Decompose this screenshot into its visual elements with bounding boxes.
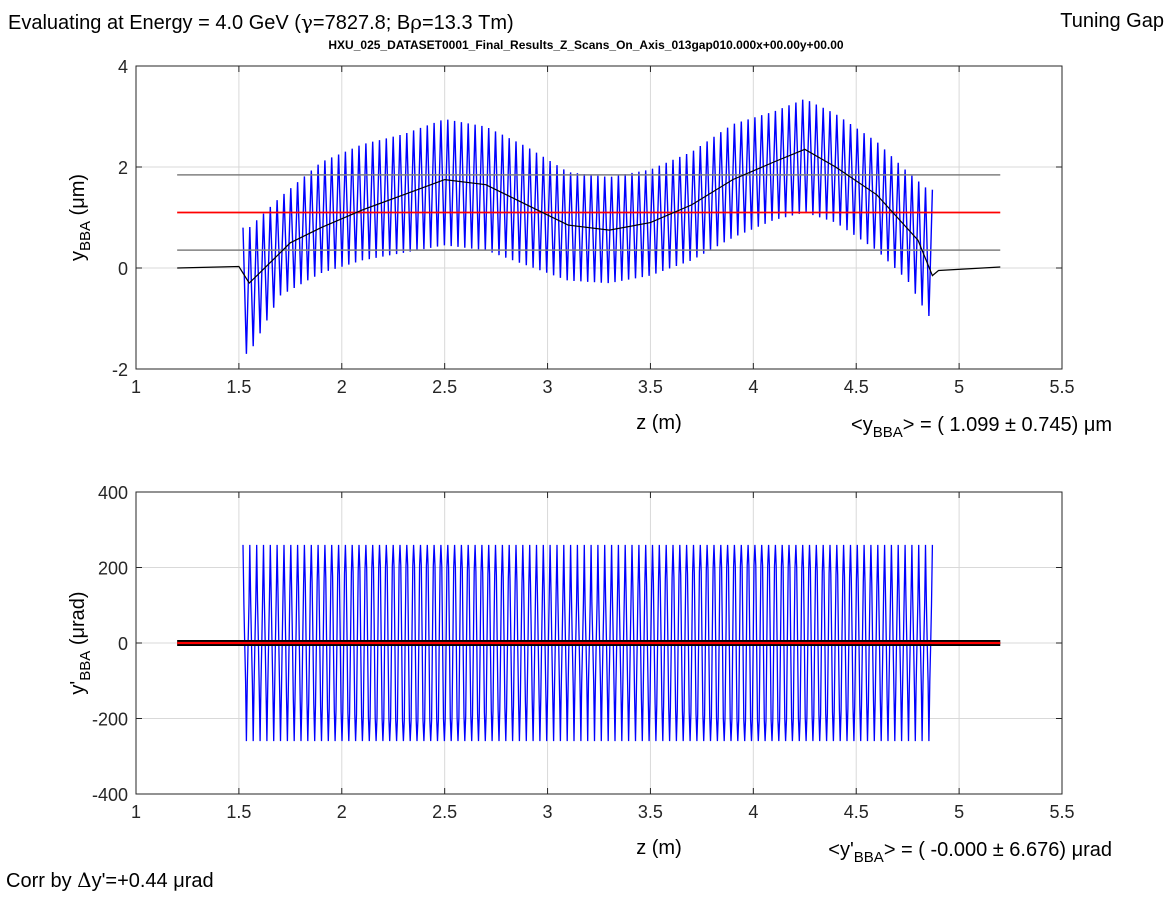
top-plot-xtick-label: 2.5 xyxy=(432,377,457,397)
bottom-plot-ytick-label: 200 xyxy=(98,559,128,579)
bottom-plot-stat-sub: BBA xyxy=(854,849,884,866)
top-plot-ytick-label: 2 xyxy=(118,158,128,178)
top-plot-xtick-label: 4 xyxy=(748,377,758,397)
top-plot-trend-line xyxy=(177,148,1001,285)
top-plot-ylabel-main: y xyxy=(67,251,89,261)
bottom-plot-stat-suffix: > = ( -0.000 ± 6.676) μrad xyxy=(884,839,1112,861)
bottom-plot-xtick-label: 5.5 xyxy=(1049,802,1074,822)
top-plot-ytick-label: 4 xyxy=(118,57,128,77)
top-plot-xtick-label: 5 xyxy=(954,377,964,397)
bottom-plot-xtick-label: 5 xyxy=(954,802,964,822)
bottom-plot-ylabel-unit: (μrad) xyxy=(67,591,89,650)
energy-label: Evaluating at Energy = 4.0 GeV ( xyxy=(8,12,301,34)
bottom-plot-xtick-label: 4 xyxy=(748,802,758,822)
bottom-plot-stat-prefix: <y' xyxy=(828,839,854,861)
bottom-plot-stat-text: <y'BBA> = ( -0.000 ± 6.676) μrad xyxy=(828,839,1112,866)
bottom-plot-signal-trace xyxy=(242,544,934,742)
bottom-plot-xtick-label: 3 xyxy=(543,802,553,822)
top-plot-ytick-label: 0 xyxy=(118,259,128,279)
bottom-plot-ytick-label: 400 xyxy=(98,483,128,503)
top-plot-ylabel: yBBA (μm) xyxy=(67,174,94,261)
bottom-plot-xlabel: z (m) xyxy=(636,837,682,859)
top-plot-stat-text: <yBBA> = ( 1.099 ± 0.745) μm xyxy=(851,414,1112,441)
bottom-plot-xtick-label: 2 xyxy=(337,802,347,822)
bottom-plot-xtick-label: 1 xyxy=(131,802,141,822)
bottom-plot-ylabel-sub: BBA xyxy=(77,651,94,681)
gamma-value: =7827.8; B xyxy=(312,12,411,34)
correction-value: y'=+0.44 μrad xyxy=(91,870,214,892)
delta-symbol: Δ xyxy=(77,868,92,892)
top-plot-signal-trace xyxy=(242,99,934,354)
bottom-plot-axes: 1 1.5 2 2.5 3 3.5 4 4.5 5 5.5 -400 -200 0 200 400 z (m)… xyxy=(67,483,1112,866)
top-plot-stat-suffix: > = ( 1.099 ± 0.745) μm xyxy=(903,414,1112,436)
top-plot-ytick-label: -2 xyxy=(112,360,128,380)
brho-value: =13.3 Tm) xyxy=(421,12,514,34)
top-plot-axes-box xyxy=(135,65,1063,370)
top-plot-xtick-label: 1 xyxy=(131,377,141,397)
top-plot-xtick-label: 1.5 xyxy=(226,377,251,397)
bottom-plot-xtick-label: 3.5 xyxy=(638,802,663,822)
top-plot-xtick-label: 4.5 xyxy=(844,377,869,397)
bottom-plot-xtick-label: 1.5 xyxy=(226,802,251,822)
top-plot-xtick-label: 3.5 xyxy=(638,377,663,397)
mode-label: Tuning Gap xyxy=(1060,10,1164,32)
bottom-plot-ytick-label: -200 xyxy=(92,710,128,730)
top-plot-xlabel: z (m) xyxy=(636,412,682,434)
correction-note: Corr by Δy'=+0.44 μrad xyxy=(6,868,214,893)
top-plot-stat-prefix: <y xyxy=(851,414,873,436)
top-plot-ylabel-sub: BBA xyxy=(77,221,94,251)
top-plot-ylabel-unit: (μm) xyxy=(67,174,89,221)
bottom-plot-xtick-label: 2.5 xyxy=(432,802,457,822)
top-plot-traces xyxy=(177,99,1001,354)
bottom-plot-traces xyxy=(177,544,1001,742)
energy-header: Evaluating at Energy = 4.0 GeV (γ=7827.8… xyxy=(8,10,514,35)
bottom-plot-xtick-label: 4.5 xyxy=(844,802,869,822)
bottom-plot-ytick-label: -400 xyxy=(92,785,128,805)
gamma-symbol: γ xyxy=(300,10,313,34)
bottom-plot-ylabel-main: y' xyxy=(67,681,89,695)
correction-label: Corr by xyxy=(6,870,78,892)
rho-symbol: ρ xyxy=(410,10,422,34)
bottom-plot-ytick-label: 0 xyxy=(118,634,128,654)
top-plot-xtick-label: 5.5 xyxy=(1049,377,1074,397)
top-plot-xtick-label: 2 xyxy=(337,377,347,397)
top-plot-stat-sub: BBA xyxy=(873,424,903,441)
dataset-title: HXU_025_DATASET0001_Final_Results_Z_Scan… xyxy=(328,38,844,52)
top-plot-xtick-label: 3 xyxy=(543,377,553,397)
bottom-plot-ylabel: y'BBA (μrad) xyxy=(67,591,94,694)
